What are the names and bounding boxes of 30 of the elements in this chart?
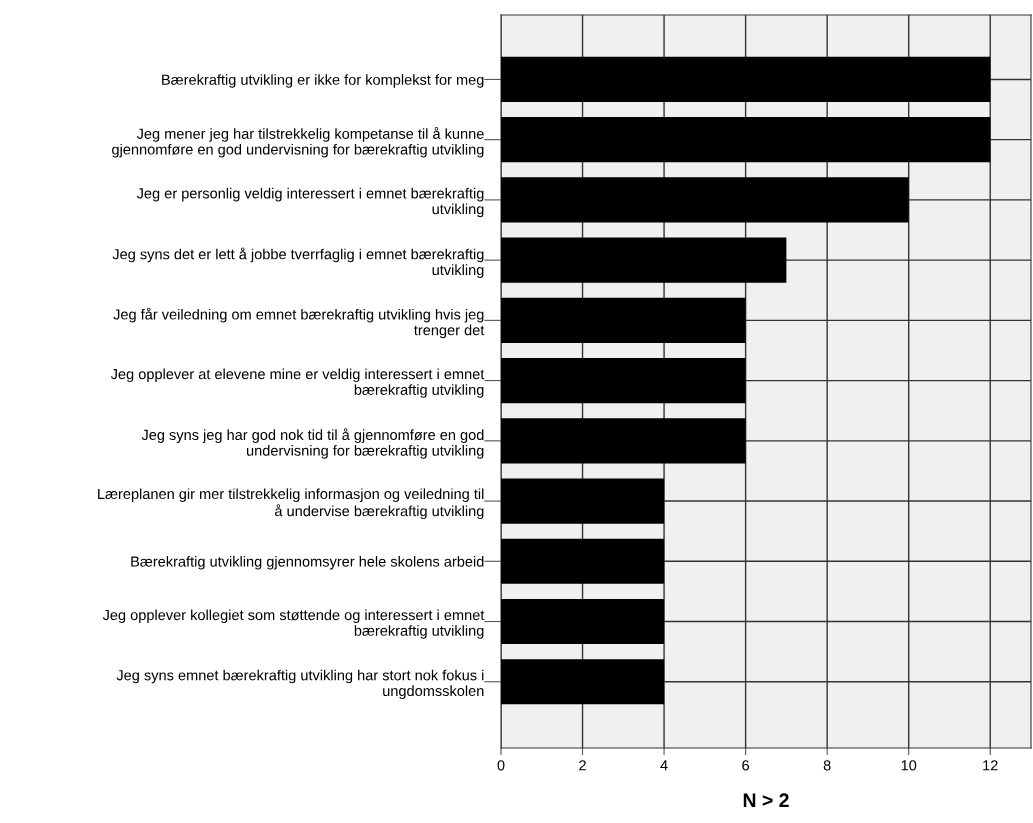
x-tick-label: 2 (579, 760, 586, 771)
x-tick-label: 0 (497, 760, 505, 771)
bar (501, 297, 746, 343)
y-tick-label: Jeg er personlig veldig interessert i emnet bærekraftig utvikling (136, 187, 484, 218)
y-tick-label: Jeg syns det er lett å jobbe tverrfaglig i emnet bærekraftig utvikling (112, 247, 484, 278)
bar (501, 659, 665, 705)
y-tick-label: Jeg opplever kollegiet som støttende og interessert i emnet bærekraftig utvikling (102, 609, 485, 639)
y-tick-label: Læreplanen gir mer tilstrekkelig informasjon og veiledning til å undervise bærekraftig utvikling (98, 488, 484, 520)
x-tick-label: 4 (660, 760, 668, 771)
bar (501, 177, 909, 223)
bar (501, 117, 991, 163)
bar (501, 358, 746, 404)
y-tick-label: Bærekraftig utvikling gjennomsyrer hele skolens arbeid (131, 556, 484, 570)
bar (501, 418, 746, 464)
y-tick-label: Bærekraftig utvikling er ikke for komplekst for meg (162, 74, 484, 88)
y-tick-label: Jeg får veiledning om emnet bærekraftig utvikling hvis jeg trenger det (113, 307, 485, 339)
bar (501, 478, 665, 524)
x-axis-title: N > 2 (743, 793, 789, 807)
y-tick-label: Jeg syns jeg har god nok tid til å gjennomføre en god undervisning for bærekraftig utvikling (141, 428, 484, 459)
bar (501, 538, 665, 584)
bar (501, 237, 787, 283)
bar (501, 56, 991, 103)
y-tick-label: Jeg mener jeg har tilstrekkelig kompetanse til å kunne gjennomføre en god undervisning for bærekraftig utvikling (112, 127, 484, 158)
y-tick-label: Jeg syns emnet bærekraftig utvikling har stort nok fokus i ungdomsskolen (116, 669, 484, 699)
x-tick-label: 10 (901, 760, 917, 771)
x-tick-label: 6 (742, 760, 750, 771)
x-tick-label: 12 (983, 760, 998, 771)
y-tick-label: Jeg opplever at elevene mine er veldig interessert i emnet bærekraftig utvikling (110, 368, 485, 398)
bar (501, 598, 665, 645)
x-tick-label: 8 (823, 760, 831, 771)
